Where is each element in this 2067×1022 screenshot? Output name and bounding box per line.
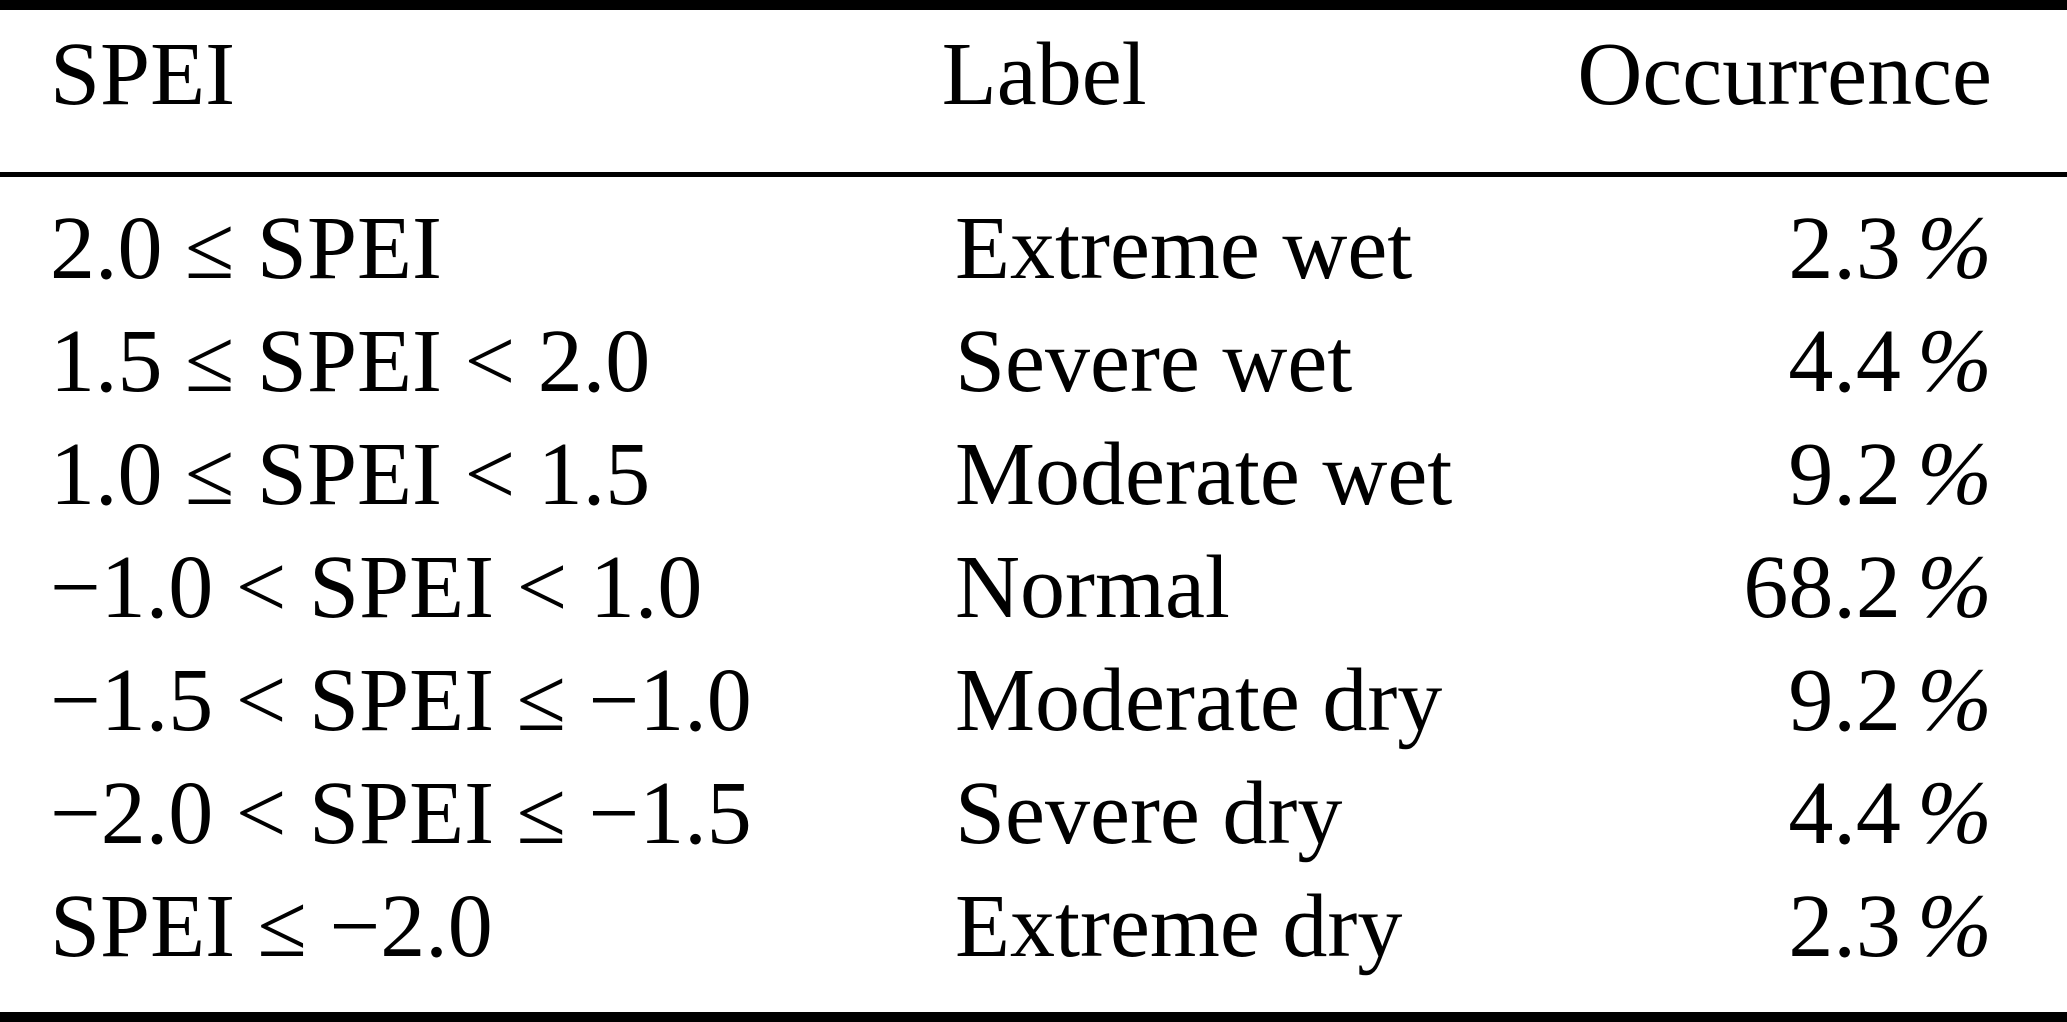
occurrence-cell: 9.2% — [1600, 418, 2067, 531]
table-row: −2.0 < SPEI ≤ −1.5 Severe dry 4.4% — [0, 757, 2067, 870]
table-header-row: SPEI Label Occurrence — [0, 10, 2067, 172]
label-cell: Severe dry — [955, 764, 1343, 863]
spei-range-cell: −1.0 < SPEI < 1.0 — [50, 538, 703, 637]
occurrence-cell: 4.4% — [1600, 305, 2067, 418]
occurrence-value: 9.2 — [1788, 425, 1901, 524]
spei-range-cell: 1.0 ≤ SPEI < 1.5 — [50, 425, 651, 524]
occurrence-value: 2.3 — [1788, 199, 1901, 298]
percent-sign: % — [1917, 651, 1992, 750]
header-separator-rule — [0, 172, 2067, 177]
table-row: −1.0 < SPEI < 1.0 Normal 68.2% — [0, 531, 2067, 644]
occurrence-cell: 2.3% — [1600, 870, 2067, 983]
spei-range-cell: −1.5 < SPEI ≤ −1.0 — [50, 651, 752, 750]
percent-sign: % — [1917, 425, 1992, 524]
label-cell: Severe wet — [955, 312, 1353, 411]
occurrence-value: 4.4 — [1788, 312, 1901, 411]
spei-range-cell: −2.0 < SPEI ≤ −1.5 — [50, 764, 752, 863]
column-header-occurrence: Occurrence — [1577, 25, 1992, 124]
label-cell: Extreme wet — [955, 199, 1413, 298]
occurrence-cell: 9.2% — [1600, 644, 2067, 757]
occurrence-cell: 4.4% — [1600, 757, 2067, 870]
occurrence-cell: 68.2% — [1600, 531, 2067, 644]
occurrence-cell: 2.3% — [1600, 192, 2067, 305]
column-header-label: Label — [941, 25, 1147, 124]
table-row: SPEI ≤ −2.0 Extreme dry 2.3% — [0, 870, 2067, 983]
table-row: 1.0 ≤ SPEI < 1.5 Moderate wet 9.2% — [0, 418, 2067, 531]
percent-sign: % — [1917, 312, 1992, 411]
percent-sign: % — [1917, 877, 1992, 976]
column-header-spei: SPEI — [50, 25, 236, 124]
percent-sign: % — [1917, 538, 1992, 637]
percent-sign: % — [1917, 199, 1992, 298]
occurrence-value: 2.3 — [1788, 877, 1901, 976]
spei-range-cell: 2.0 ≤ SPEI — [50, 199, 442, 298]
table-row: −1.5 < SPEI ≤ −1.0 Moderate dry 9.2% — [0, 644, 2067, 757]
spei-range-cell: SPEI ≤ −2.0 — [50, 877, 493, 976]
occurrence-value: 68.2 — [1743, 538, 1901, 637]
occurrence-value: 9.2 — [1788, 651, 1901, 750]
percent-sign: % — [1917, 764, 1992, 863]
label-cell: Moderate wet — [955, 425, 1453, 524]
table-body: 2.0 ≤ SPEI Extreme wet 2.3% 1.5 ≤ SPEI <… — [0, 177, 2067, 983]
label-cell: Normal — [955, 538, 1230, 637]
occurrence-value: 4.4 — [1788, 764, 1901, 863]
label-cell: Extreme dry — [955, 877, 1403, 976]
table-row: 2.0 ≤ SPEI Extreme wet 2.3% — [0, 192, 2067, 305]
label-cell: Moderate dry — [955, 651, 1443, 750]
spei-range-cell: 1.5 ≤ SPEI < 2.0 — [50, 312, 651, 411]
table-row: 1.5 ≤ SPEI < 2.0 Severe wet 4.4% — [0, 305, 2067, 418]
